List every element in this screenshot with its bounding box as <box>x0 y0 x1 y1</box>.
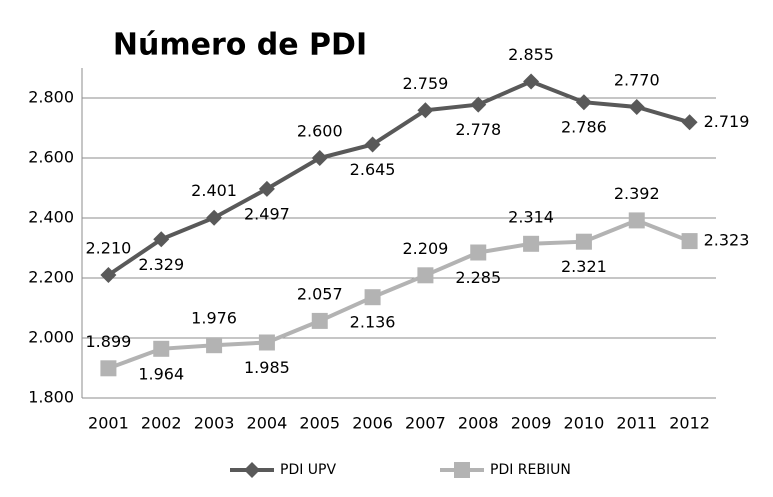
x-tick-label: 2012 <box>669 414 710 433</box>
data-label: 1.985 <box>244 358 290 377</box>
data-label: 2.855 <box>508 45 554 64</box>
y-tick-label: 1.800 <box>28 388 74 407</box>
data-label: 2.778 <box>455 120 501 139</box>
x-tick-label: 2004 <box>247 414 288 433</box>
data-point <box>100 267 117 283</box>
data-point <box>523 73 540 90</box>
x-tick-label: 2008 <box>458 414 499 433</box>
data-label: 2.329 <box>138 255 184 274</box>
legend-label: PDI UPV <box>280 462 336 478</box>
data-point <box>364 136 381 153</box>
data-label: 2.645 <box>350 160 396 179</box>
x-tick-label: 2001 <box>88 414 129 433</box>
data-label: 2.321 <box>561 257 607 276</box>
y-tick-label: 2.000 <box>28 328 74 347</box>
x-tick-label: 2011 <box>616 414 657 433</box>
data-point <box>100 360 117 377</box>
data-point <box>258 334 275 351</box>
data-label: 2.786 <box>561 118 607 137</box>
data-point <box>470 244 487 261</box>
data-label: 2.719 <box>704 112 750 131</box>
data-label: 2.285 <box>455 268 501 287</box>
data-label: 2.770 <box>614 71 660 90</box>
data-label: 2.600 <box>297 122 343 141</box>
x-tick-label: 2006 <box>352 414 393 433</box>
data-label: 1.899 <box>86 332 132 351</box>
chart-title: Número de PDI <box>113 28 367 63</box>
data-point <box>628 212 645 229</box>
legend-marker <box>454 462 470 478</box>
legend-label: PDI REBIUN <box>490 462 571 478</box>
data-label: 2.323 <box>704 231 750 250</box>
series-line <box>107 79 691 277</box>
data-point <box>311 312 328 329</box>
data-point <box>417 102 434 119</box>
data-label: 2.057 <box>297 284 343 303</box>
data-point <box>258 180 275 197</box>
data-point <box>523 235 540 252</box>
series-line <box>107 218 691 371</box>
y-tick-label: 2.800 <box>28 88 74 107</box>
data-point <box>311 150 328 166</box>
data-point <box>206 209 223 226</box>
x-tick-label: 2009 <box>511 414 552 433</box>
data-point <box>681 233 698 250</box>
legend-marker <box>244 462 260 478</box>
data-point <box>470 96 487 113</box>
x-tick-label: 2010 <box>564 414 605 433</box>
y-tick-label: 2.600 <box>28 148 74 167</box>
x-tick-label: 2007 <box>405 414 446 433</box>
data-label: 2.314 <box>508 207 554 226</box>
data-point <box>153 340 170 357</box>
data-label: 2.401 <box>191 181 237 200</box>
data-label: 1.976 <box>191 309 237 328</box>
x-tick-label: 2005 <box>299 414 340 433</box>
y-tick-label: 2.200 <box>28 268 74 287</box>
data-point <box>628 99 645 115</box>
data-point <box>206 337 223 354</box>
data-label: 2.497 <box>244 204 290 223</box>
data-point <box>153 231 170 248</box>
data-label: 2.209 <box>403 239 449 258</box>
data-point <box>681 114 698 131</box>
data-point <box>364 289 381 306</box>
data-label: 2.210 <box>86 239 132 258</box>
data-label: 2.392 <box>614 184 660 203</box>
data-label: 2.136 <box>350 313 396 332</box>
data-point <box>417 267 434 284</box>
x-tick-label: 2003 <box>194 414 235 433</box>
data-label: 2.759 <box>403 74 449 93</box>
data-point <box>575 94 592 111</box>
data-label: 1.964 <box>138 364 184 383</box>
y-tick-label: 2.400 <box>28 208 74 227</box>
data-point <box>575 233 592 250</box>
x-tick-label: 2002 <box>141 414 182 433</box>
